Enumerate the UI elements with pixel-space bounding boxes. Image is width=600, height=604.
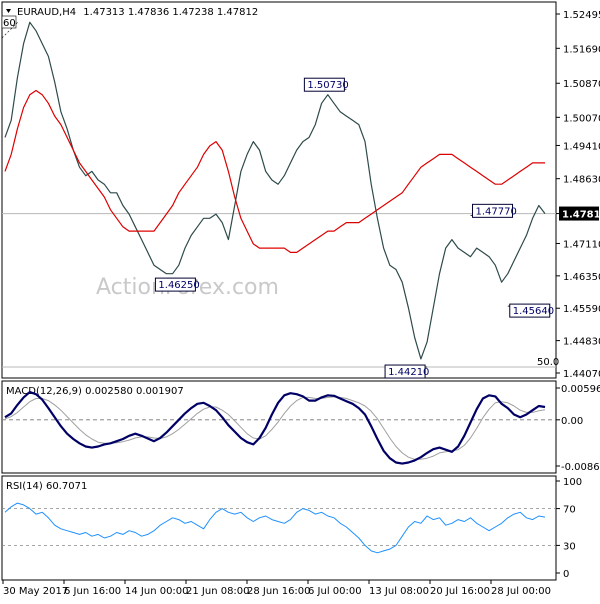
annotation-box: [303, 77, 345, 92]
macd-axis-label: 0.005968: [561, 384, 600, 395]
time-axis-label: 6 Jul 00:00: [308, 586, 362, 597]
annotation-label: 1.47770: [476, 206, 517, 217]
price-axis-label: 1.49410: [563, 141, 600, 152]
rsi-line: [4, 502, 546, 554]
price-panel-frame: [1, 1, 557, 379]
time-axis-label: 13 Jul 08:00: [369, 586, 429, 597]
macd-axis-label: 0.00: [561, 416, 583, 427]
price-axis: 1.52495 1.51690 1.50870 1.50070 1.49410 1.486…: [556, 10, 600, 380]
annotation-box: [472, 203, 514, 218]
macd-signal-line: [4, 396, 546, 460]
dropdown-arrow-icon: [6, 9, 11, 13]
annotation-label: 1.44210: [388, 367, 429, 378]
rsi-panel-frame: [1, 475, 557, 581]
annotation-label: 1.50730: [307, 80, 348, 91]
rsi-axis-label: 30: [563, 541, 576, 552]
rsi-title: RSI(14) 60.7071: [6, 481, 87, 492]
macd-axis: 0.005968 0.00 -0.008657: [556, 384, 600, 473]
rsi-panel: RSI(14) 60.7071: [1, 475, 557, 581]
price-annotations: 1.50730 1.46250 1.47770 1.45640 1.44210: [154, 77, 554, 379]
rsi-series-group: [2, 502, 556, 554]
time-axis-label: 14 Jun 00:00: [125, 586, 189, 597]
timeframe-label: 60: [3, 18, 16, 29]
macd-panel-frame: [1, 380, 557, 474]
rsi-axis-label: 100: [563, 477, 582, 488]
macd-title: MACD(12,26,9) 0.002580 0.001907: [6, 386, 184, 397]
macd-axis-label: -0.008657: [561, 462, 600, 473]
macd-main-line: [4, 391, 546, 465]
time-axis-label: 28 Jul 00:00: [491, 586, 551, 597]
rsi-axis-label: 0: [563, 569, 569, 580]
price-series-line: [4, 21, 546, 360]
level-label: 50.0: [537, 357, 559, 368]
annotation-label: 1.46250: [158, 280, 199, 291]
price-axis-label: 1.50070: [563, 113, 600, 124]
macd-series-group: [2, 391, 556, 465]
time-axis-label: 21 Jun 08:00: [186, 586, 250, 597]
price-axis-label: 1.51690: [563, 44, 600, 55]
price-axis-label: 1.50870: [563, 79, 600, 90]
price-axis-label: 1.45590: [563, 304, 600, 315]
annotation-box: [509, 303, 551, 318]
price-axis-label: 1.46350: [563, 272, 600, 283]
macd-panel: MACD(12,26,9) 0.002580 0.001907: [1, 380, 557, 474]
price-series-group: [2, 21, 556, 368]
time-axis-label: 30 May 2017: [3, 586, 68, 597]
rsi-axis-label: 70: [563, 505, 576, 516]
time-axis-label: 6 Jun 16:00: [64, 586, 121, 597]
price-axis-label: 1.44830: [563, 337, 600, 348]
rsi-axis: 100 70 30 0: [556, 477, 582, 580]
time-axis-label: 28 Jun 16:00: [247, 586, 311, 597]
price-axis-label: 1.52495: [563, 10, 600, 21]
timeframe-box: [1, 15, 17, 29]
price-axis-label: 1.48630: [563, 175, 600, 186]
price-axis-label: 1.47110: [563, 239, 600, 250]
price-header: EURAUD,H4 1.47313 1.47836 1.47238 1.4781…: [17, 7, 258, 18]
price-axis-label: 1.44070: [563, 369, 600, 380]
price-panel: ActionForex.com EURAUD,H4 1.47313 1.4783…: [1, 1, 559, 379]
annotation-box: [384, 364, 426, 379]
annotation-label: 1.45640: [513, 306, 554, 317]
instrument-label: EURAUD,H4: [17, 7, 76, 18]
ohlc-values: 1.47313 1.47836 1.47238 1.47812: [83, 7, 258, 18]
annotation-box: [154, 277, 196, 292]
moving-average-line: [4, 89, 545, 253]
current-price-label: 1.47812: [562, 210, 600, 221]
time-axis-label: 20 Jul 16:00: [430, 586, 490, 597]
current-price-badge: [559, 206, 599, 221]
